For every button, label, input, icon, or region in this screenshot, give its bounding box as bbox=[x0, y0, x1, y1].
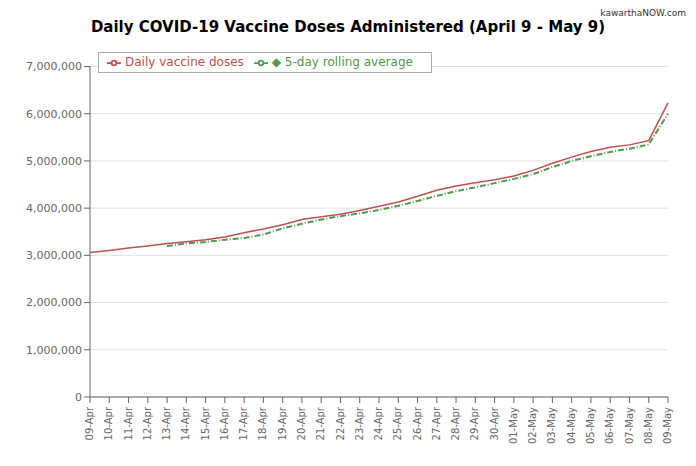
svg-text:07-May: 07-May bbox=[624, 407, 635, 444]
svg-text:5,000,000: 5,000,000 bbox=[26, 155, 82, 168]
svg-text:23-Apr: 23-Apr bbox=[354, 406, 365, 440]
svg-text:16-Apr: 16-Apr bbox=[219, 406, 230, 440]
svg-text:04-May: 04-May bbox=[566, 407, 577, 444]
svg-text:03-May: 03-May bbox=[547, 407, 558, 444]
svg-text:13-Apr: 13-Apr bbox=[161, 406, 172, 440]
svg-text:17-Apr: 17-Apr bbox=[238, 406, 249, 440]
svg-text:15-Apr: 15-Apr bbox=[200, 406, 211, 440]
html-text:◆ 5-day rolling average: ◆ 5-day rolling average bbox=[271, 55, 413, 69]
svg-text:7,000,000: 7,000,000 bbox=[26, 60, 82, 73]
svg-text:3,000,000: 3,000,000 bbox=[26, 249, 82, 262]
html-text:Daily vaccine doses: Daily vaccine doses bbox=[125, 55, 244, 69]
html-text:kawarthaNOW.com: kawarthaNOW.com bbox=[600, 8, 686, 18]
svg-text:02-May: 02-May bbox=[527, 407, 538, 444]
svg-text:14-Apr: 14-Apr bbox=[180, 406, 191, 440]
svg-text:10-Apr: 10-Apr bbox=[103, 406, 114, 440]
svg-text:1,000,000: 1,000,000 bbox=[26, 344, 82, 357]
svg-text:24-Apr: 24-Apr bbox=[373, 406, 384, 440]
svg-text:27-Apr: 27-Apr bbox=[431, 406, 442, 440]
svg-text:0: 0 bbox=[75, 391, 82, 404]
svg-text:2,000,000: 2,000,000 bbox=[26, 296, 82, 309]
svg-text:09-Apr: 09-Apr bbox=[84, 406, 95, 440]
svg-text:18-Apr: 18-Apr bbox=[258, 406, 269, 440]
svg-text:22-Apr: 22-Apr bbox=[335, 406, 346, 440]
svg-text:11-Apr: 11-Apr bbox=[123, 406, 134, 440]
svg-text:28-Apr: 28-Apr bbox=[450, 406, 461, 440]
svg-text:30-Apr: 30-Apr bbox=[489, 406, 500, 440]
svg-text:20-Apr: 20-Apr bbox=[296, 406, 307, 440]
html-text:Daily COVID-19 Vaccine Doses A: Daily COVID-19 Vaccine Doses Administere… bbox=[90, 18, 606, 36]
svg-text:06-May: 06-May bbox=[604, 407, 615, 444]
svg-text:05-May: 05-May bbox=[585, 407, 596, 444]
svg-text:08-May: 08-May bbox=[643, 407, 654, 444]
svg-text:19-Apr: 19-Apr bbox=[277, 406, 288, 440]
svg-text:29-Apr: 29-Apr bbox=[469, 406, 480, 440]
svg-text:09-May: 09-May bbox=[662, 407, 673, 444]
svg-text:4,000,000: 4,000,000 bbox=[26, 202, 82, 215]
svg-text:01-May: 01-May bbox=[508, 407, 519, 444]
svg-text:26-Apr: 26-Apr bbox=[412, 406, 423, 440]
svg-text:6,000,000: 6,000,000 bbox=[26, 108, 82, 121]
svg-text:25-Apr: 25-Apr bbox=[392, 406, 403, 440]
svg-text:21-Apr: 21-Apr bbox=[315, 406, 326, 440]
svg-text:12-Apr: 12-Apr bbox=[142, 406, 153, 440]
